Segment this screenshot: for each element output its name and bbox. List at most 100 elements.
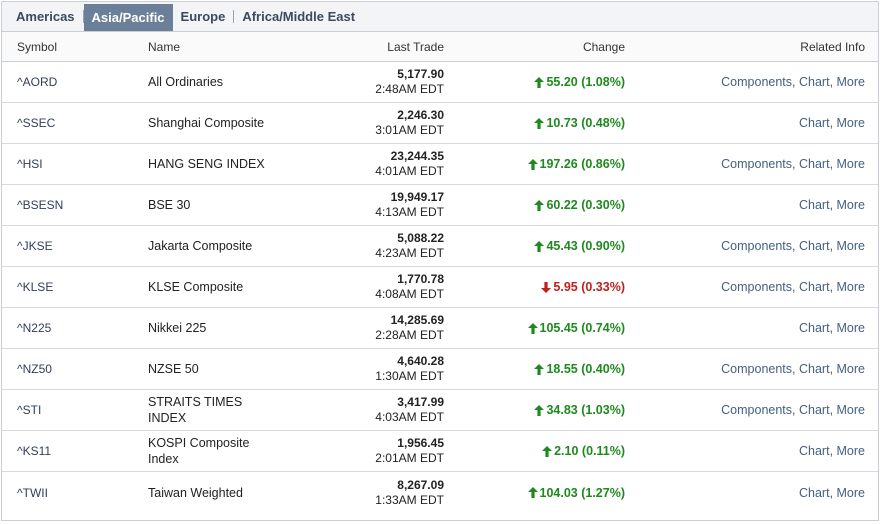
- symbol-link[interactable]: ^STI: [17, 403, 42, 417]
- related-info: Components, Chart, More: [721, 239, 865, 253]
- arrow-down-icon: [541, 281, 552, 293]
- trade-time: 1:33AM EDT: [375, 492, 444, 507]
- arrow-up-icon: [527, 322, 538, 334]
- change-text: 197.26 (0.86%): [539, 157, 625, 171]
- arrow-up-icon: [542, 445, 553, 457]
- chart-link[interactable]: Chart: [798, 198, 830, 212]
- last-price: 4,640.28: [397, 354, 444, 368]
- related-info: Chart, More: [798, 444, 865, 458]
- change-text: 45.43 (0.90%): [546, 239, 625, 253]
- table-row: ^AORD All Ordinaries 5,177.90 2:48AM EDT 55.…: [2, 62, 878, 103]
- table-header: Symbol Name Last Trade Change Related In…: [2, 32, 878, 62]
- symbol-link[interactable]: ^HSI: [17, 157, 43, 171]
- related-info: Chart, More: [798, 485, 865, 500]
- last-trade: 23,244.35 4:01AM EDT: [375, 149, 444, 179]
- more-link[interactable]: More: [836, 444, 865, 458]
- table-body: ^AORD All Ordinaries 5,177.90 2:48AM EDT 55.…: [2, 62, 878, 513]
- more-link[interactable]: More: [836, 198, 865, 212]
- related-info: Components, Chart, More: [721, 403, 865, 417]
- related-info: Chart, More: [798, 116, 865, 130]
- components-link[interactable]: Components: [721, 75, 793, 89]
- components-link[interactable]: Components: [721, 280, 793, 294]
- table-row: ^BSESN BSE 30 19,949.17 4:13AM EDT 60.22 (0.…: [2, 185, 878, 226]
- index-name: BSE 30: [148, 198, 191, 212]
- tab-americas[interactable]: Americas: [16, 9, 75, 24]
- last-price: 1,956.45: [397, 436, 444, 450]
- table-row: ^NZ50 NZSE 50 4,640.28 1:30AM EDT 18.55 (0.4…: [2, 349, 878, 390]
- chart-link[interactable]: Chart: [798, 75, 830, 89]
- components-link[interactable]: Components: [721, 239, 793, 253]
- last-trade: 14,285.69 2:28AM EDT: [375, 313, 444, 343]
- chart-link[interactable]: Chart: [798, 444, 830, 458]
- more-link[interactable]: More: [836, 321, 865, 335]
- more-link[interactable]: More: [836, 75, 865, 89]
- more-link[interactable]: More: [836, 116, 865, 130]
- components-link[interactable]: Components: [721, 157, 793, 171]
- change-value: 5.95 (0.33%): [541, 280, 625, 294]
- trade-time: 2:01AM EDT: [375, 451, 444, 465]
- last-price: 5,088.22: [397, 231, 444, 245]
- symbol-link[interactable]: ^KLSE: [17, 280, 54, 294]
- arrow-up-icon: [534, 240, 545, 252]
- change-text: 55.20 (1.08%): [546, 75, 625, 89]
- components-link[interactable]: Components: [721, 362, 793, 376]
- symbol-link[interactable]: ^KS11: [17, 444, 52, 458]
- change-value: 2.10 (0.11%): [542, 444, 625, 458]
- chart-link[interactable]: Chart: [798, 321, 830, 335]
- index-name: STRAITS TIMES INDEX: [148, 395, 243, 425]
- header-symbol: Symbol: [17, 39, 58, 54]
- table-row: ^SSEC Shanghai Composite 2,246.30 3:01AM ED…: [2, 103, 878, 144]
- index-name: NZSE 50: [148, 362, 199, 376]
- components-link[interactable]: Components: [721, 403, 793, 417]
- more-link[interactable]: More: [836, 485, 865, 500]
- chart-link[interactable]: Chart: [798, 485, 830, 500]
- tab-asia-pacific[interactable]: Asia/Pacific: [83, 4, 173, 31]
- chart-link[interactable]: Chart: [798, 116, 830, 130]
- symbol-link[interactable]: ^JKSE: [17, 239, 53, 253]
- chart-link[interactable]: Chart: [798, 239, 830, 253]
- arrow-up-icon: [534, 117, 545, 129]
- related-info: Chart, More: [798, 198, 865, 212]
- change-value: 10.73 (0.48%): [534, 116, 625, 130]
- arrow-up-icon: [527, 487, 538, 498]
- related-info: Chart, More: [798, 321, 865, 335]
- more-link[interactable]: More: [836, 157, 865, 171]
- index-name: Shanghai Composite: [148, 116, 265, 130]
- more-link[interactable]: More: [836, 362, 865, 376]
- chart-link[interactable]: Chart: [798, 362, 830, 376]
- last-price: 3,417.99: [397, 395, 444, 409]
- region-tabs: Americas Asia/Pacific Europe Africa/Midd…: [2, 2, 878, 32]
- change-value: 55.20 (1.08%): [534, 75, 625, 89]
- index-name: Nikkei 225: [148, 321, 207, 335]
- last-trade: 3,417.99 4:03AM EDT: [375, 395, 444, 425]
- change-value: 104.03 (1.27%): [527, 486, 625, 500]
- symbol-link[interactable]: ^AORD: [17, 75, 58, 89]
- table-row: ^KLSE KLSE Composite 1,770.78 4:08AM EDT 5.9…: [2, 267, 878, 308]
- more-link[interactable]: More: [836, 280, 865, 294]
- table-row: ^KS11 KOSPI Composite Index 1,956.45 2:01AM…: [2, 431, 878, 472]
- symbol-link[interactable]: ^N225: [17, 321, 52, 335]
- tab-divider: [233, 10, 235, 23]
- last-trade: 5,177.90 2:48AM EDT: [375, 67, 444, 97]
- more-link[interactable]: More: [836, 403, 865, 417]
- chart-link[interactable]: Chart: [798, 157, 830, 171]
- symbol-link[interactable]: ^BSESN: [17, 198, 64, 212]
- table-row: ^STI STRAITS TIMES INDEX 3,417.99 4:03AM ED…: [2, 390, 878, 431]
- chart-link[interactable]: Chart: [798, 403, 830, 417]
- last-price: 14,285.69: [390, 313, 444, 327]
- symbol-link[interactable]: ^SSEC: [17, 116, 56, 130]
- trade-time: 2:28AM EDT: [375, 328, 444, 342]
- related-info: Components, Chart, More: [721, 75, 865, 89]
- trade-time: 4:23AM EDT: [375, 246, 444, 260]
- last-trade: 1,770.78 4:08AM EDT: [375, 272, 444, 302]
- last-trade: 19,949.17 4:13AM EDT: [375, 190, 444, 220]
- symbol-link[interactable]: ^NZ50: [17, 362, 52, 376]
- chart-link[interactable]: Chart: [798, 280, 830, 294]
- more-link[interactable]: More: [836, 239, 865, 253]
- change-value: 197.26 (0.86%): [527, 157, 625, 171]
- header-related-info: Related Info: [800, 39, 865, 54]
- symbol-link[interactable]: ^TWII: [17, 485, 48, 500]
- tab-africa-middle-east[interactable]: Africa/Middle East: [242, 9, 356, 24]
- tab-europe[interactable]: Europe: [180, 9, 226, 24]
